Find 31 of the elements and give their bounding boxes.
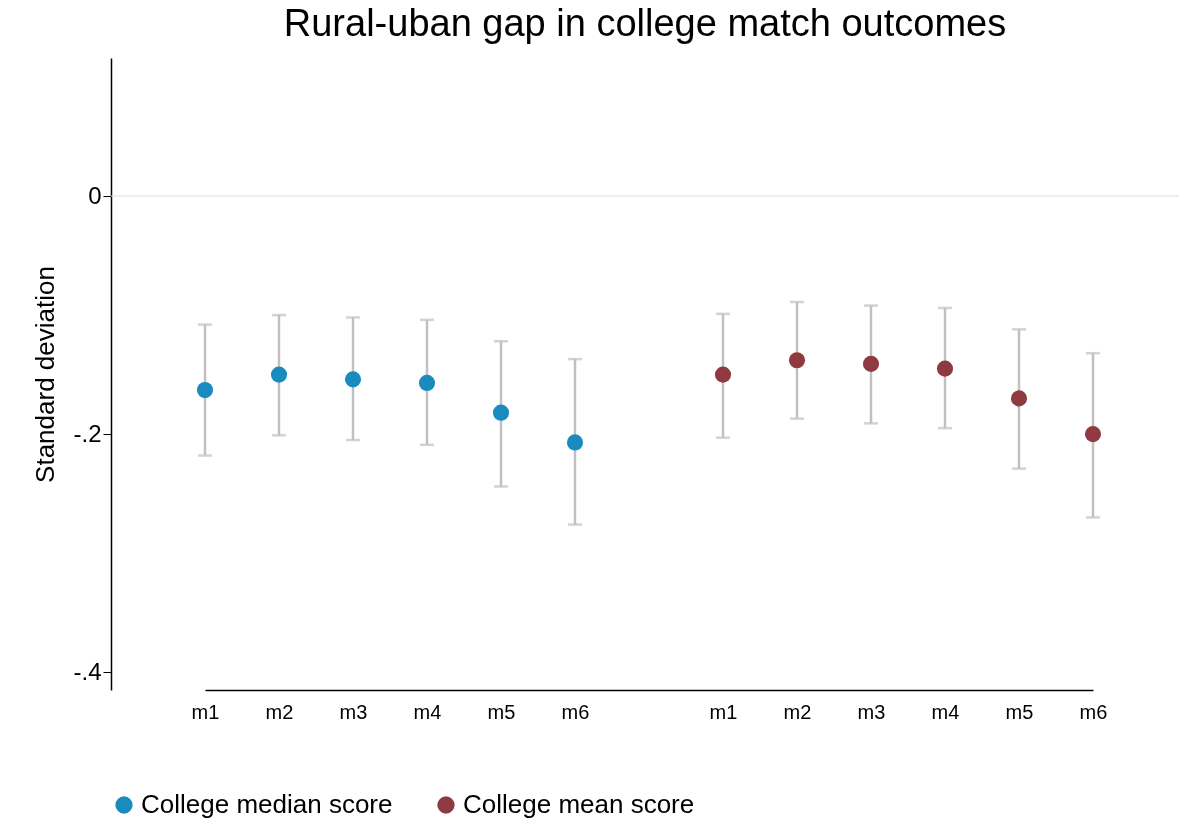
point [344, 371, 362, 388]
x-tick-label: m5 [1005, 700, 1034, 723]
point [788, 352, 806, 369]
point [566, 434, 584, 451]
x-tick-label: m1 [191, 700, 220, 723]
x-tick-label: m2 [265, 700, 294, 723]
x-tick-label: m6 [1079, 700, 1108, 723]
legend-label: College median score [141, 789, 393, 819]
x-tick-label: m4 [413, 700, 442, 723]
legend-label: College mean score [463, 789, 695, 819]
point [1084, 426, 1102, 443]
x-tick-label: m3 [857, 700, 886, 723]
x-tick-label: m3 [339, 700, 368, 723]
x-tick-label: m6 [561, 700, 590, 723]
point [714, 366, 732, 383]
y-tick-label: -.2 [73, 419, 102, 447]
point [1010, 390, 1028, 407]
point [196, 382, 214, 399]
y-axis-title: Standard deviation [30, 266, 61, 483]
point [270, 366, 288, 383]
x-tick-label: m1 [709, 700, 738, 723]
y-tick-label: -.4 [73, 657, 102, 685]
point [936, 360, 954, 377]
x-tick-label: m5 [487, 700, 516, 723]
x-tick-label: m4 [931, 700, 960, 723]
point [862, 355, 880, 372]
y-tick-label: 0 [88, 181, 102, 209]
chart-title: Rural-uban gap in college match outcomes [283, 2, 1007, 44]
point [492, 404, 510, 421]
point [418, 374, 436, 391]
x-tick-label: m2 [783, 700, 812, 723]
